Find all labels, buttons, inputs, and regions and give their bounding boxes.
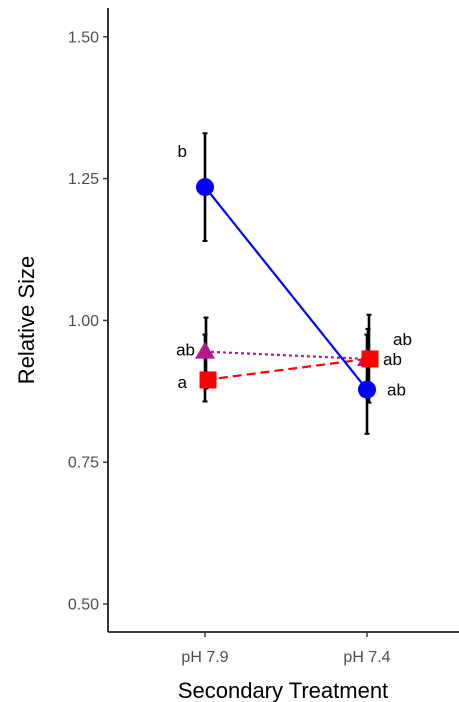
y-tick-label: 1.25 xyxy=(68,171,99,188)
data-point xyxy=(358,380,376,399)
y-tick-label: 1.00 xyxy=(68,313,99,330)
series-line xyxy=(204,357,368,382)
y-tick-label: 0.75 xyxy=(68,455,99,472)
significance-label: ab xyxy=(387,381,406,400)
y-tick-label: 1.50 xyxy=(68,29,99,46)
series-line xyxy=(204,186,368,391)
y-tick-label: 0.50 xyxy=(68,597,99,614)
x-ticks: pH 7.9 pH 7.4 xyxy=(181,632,391,666)
x-tick-label: pH 7.9 xyxy=(181,649,228,666)
data-point xyxy=(199,371,217,389)
y-ticks: 0.50 0.75 1.00 1.25 1.50 xyxy=(68,29,108,614)
significance-label: a xyxy=(178,373,188,392)
significance-label: ab xyxy=(383,350,402,369)
x-tick-label: pH 7.4 xyxy=(343,649,390,666)
data-point xyxy=(195,341,215,359)
x-axis-title: Secondary Treatment xyxy=(178,678,388,702)
data-point xyxy=(196,178,214,197)
significance-label: b xyxy=(178,142,187,161)
y-axis-title: Relative Size xyxy=(14,256,39,384)
data-point xyxy=(361,350,379,368)
significance-label: ab xyxy=(393,330,412,349)
significance-label: ab xyxy=(176,341,195,360)
